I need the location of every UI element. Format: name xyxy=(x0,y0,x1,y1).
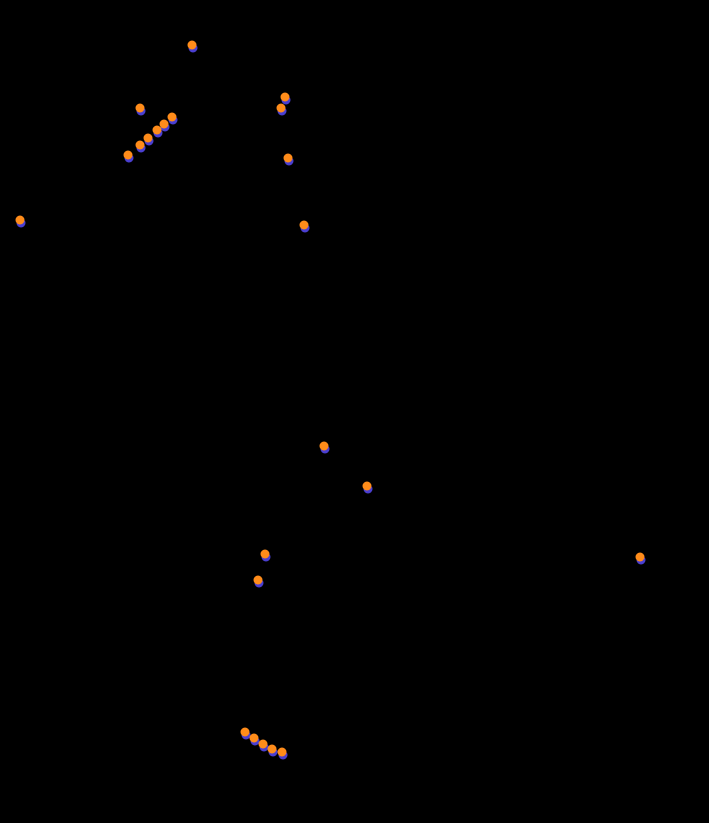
scatter-point xyxy=(16,216,25,225)
scatter-point xyxy=(363,482,372,491)
scatter-point xyxy=(160,120,169,129)
scatter-plot xyxy=(0,0,709,823)
scatter-point xyxy=(153,126,162,135)
scatter-point xyxy=(261,550,270,559)
scatter-point xyxy=(300,221,309,230)
scatter-point xyxy=(277,104,286,113)
scatter-point xyxy=(254,576,263,585)
scatter-point xyxy=(250,734,259,743)
scatter-point xyxy=(281,93,290,102)
scatter-point xyxy=(136,141,145,150)
scatter-point xyxy=(144,134,153,143)
scatter-point xyxy=(168,113,177,122)
scatter-point xyxy=(278,748,287,757)
scatter-point xyxy=(241,728,250,737)
scatter-point xyxy=(124,151,133,160)
scatter-point xyxy=(284,154,293,163)
scatter-point xyxy=(636,553,645,562)
scatter-point xyxy=(259,740,268,749)
scatter-point xyxy=(136,104,145,113)
scatter-point xyxy=(268,745,277,754)
plot-background xyxy=(0,0,709,823)
scatter-point xyxy=(320,442,329,451)
scatter-point xyxy=(188,41,197,50)
